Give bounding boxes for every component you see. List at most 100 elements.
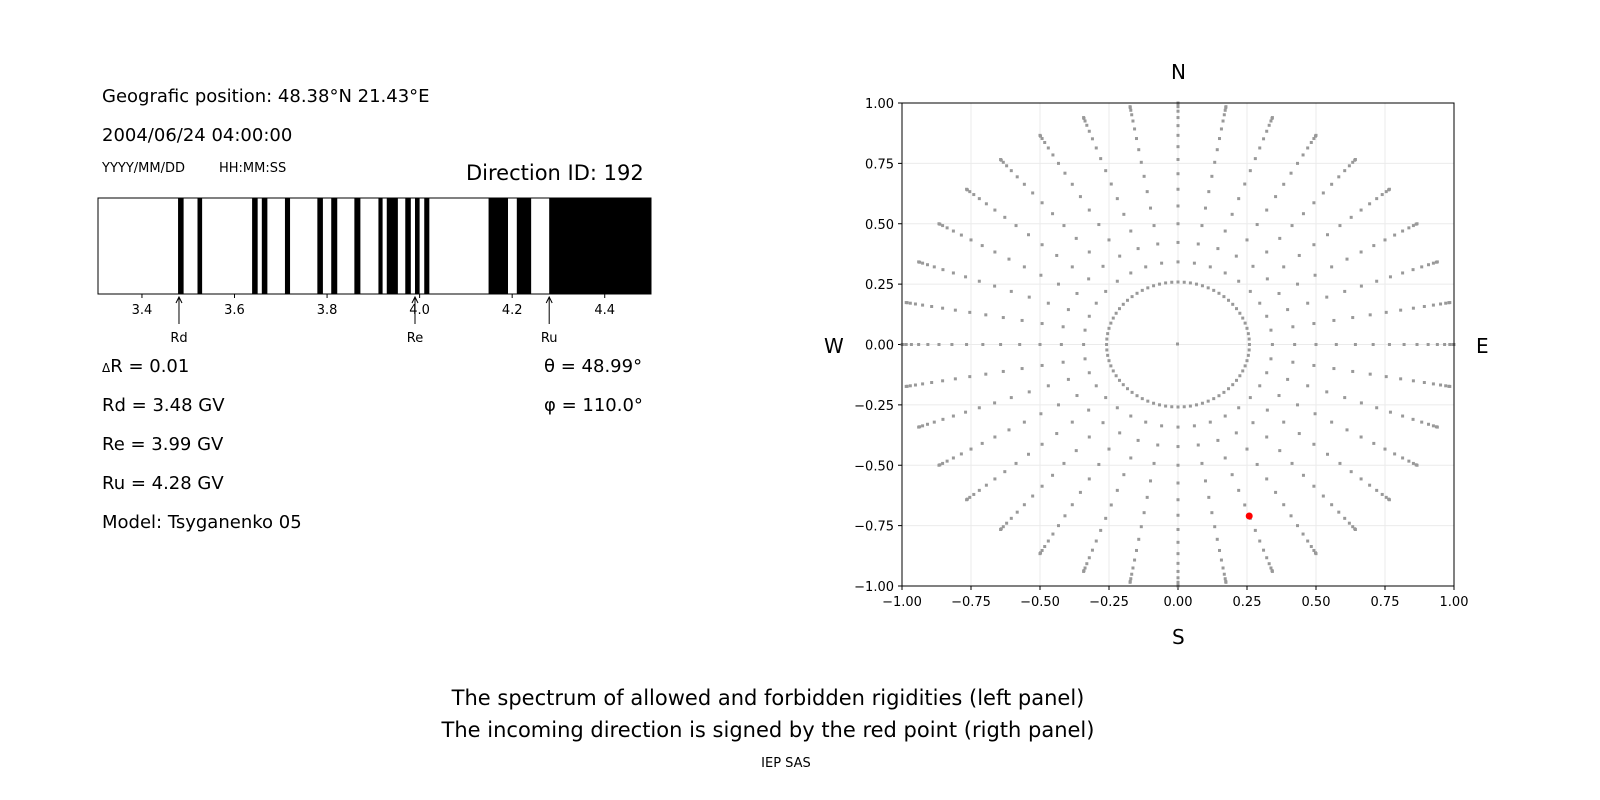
grid-point [1351,369,1355,373]
grid-point [1415,463,1419,467]
grid-point [1219,558,1223,562]
grid-point [1200,284,1204,288]
grid-point [1105,337,1109,341]
grid-point [1026,233,1030,237]
grid-point [1142,174,1146,178]
grid-point [1218,548,1222,552]
grid-point [1176,280,1180,284]
grid-point [1296,524,1300,528]
grid-point [993,477,997,481]
grid-point [1345,257,1349,261]
grid-point [1393,452,1397,456]
forbidden-band [284,198,291,294]
grid-point [977,406,981,410]
grid-point [1128,580,1132,584]
grid-point [1314,133,1318,137]
grid-point [1136,247,1140,251]
grid-point [1435,343,1439,346]
grid-point [1094,146,1098,150]
grid-point [1265,435,1269,439]
grid-point [1372,441,1376,445]
grid-point [1223,456,1227,460]
grid-point [1375,406,1379,410]
x-tick-label: 4.0 [409,303,430,318]
grid-point [930,381,934,385]
grid-point [1063,514,1067,518]
grid-point [1237,406,1241,410]
x-tick-label: 3.4 [132,303,153,318]
grid-point [1111,316,1115,320]
grid-point [1221,566,1225,570]
grid-point [1087,556,1091,560]
grid-point [1375,197,1379,201]
grid-point [1142,511,1146,515]
grid-point [1248,289,1252,293]
grid-point [1384,190,1388,194]
grid-point [1321,191,1325,195]
grid-point [1009,169,1013,173]
grid-point [1104,289,1108,293]
grid-point [1152,284,1156,288]
grid-point [1005,164,1009,168]
grid-point [1216,247,1220,251]
grid-point [984,483,988,487]
grid-point [1083,357,1087,361]
grid-point [1149,206,1153,210]
grid-point [1265,556,1269,560]
grid-point [1087,408,1091,412]
forbidden-band [424,198,430,294]
grid-point [945,459,949,463]
grid-point [1282,503,1286,507]
grid-point [1087,435,1091,439]
grid-point [1085,562,1089,566]
marker-arrowhead [545,295,553,304]
grid-point [1176,260,1180,264]
grid-point [959,233,963,237]
grid-point [921,303,925,307]
grid-point [1051,153,1055,157]
grid-point [1393,233,1397,237]
grid-point [1380,193,1384,197]
grid-point [941,306,945,310]
caption-line1: The spectrum of allowed and forbidden ri… [451,686,1085,710]
grid-point [1313,273,1317,277]
grid-point [1200,401,1204,405]
grid-point [1176,513,1180,517]
grid-point [1291,360,1295,364]
grid-point [1277,291,1281,295]
grid-point [1351,160,1355,164]
grid-point [1301,473,1305,477]
grid-point [913,383,917,387]
grid-point [1145,495,1149,499]
grid-point [1139,160,1143,164]
grid-point [1282,420,1286,424]
grid-point [1411,306,1415,310]
grid-point [1139,525,1143,529]
grid-point [909,343,913,346]
grid-point [1066,377,1070,381]
grid-point [1188,281,1192,285]
grid-point [1274,195,1278,199]
grid-point [1082,116,1086,120]
grid-point [1312,442,1316,446]
grid-point [968,310,972,314]
grid-point [1087,371,1091,375]
grid-point [984,202,988,206]
grid-point [1059,343,1063,346]
grid-point [951,271,955,275]
grid-point [1212,397,1216,401]
grid-point [1443,343,1447,346]
grid-point [1082,569,1086,573]
grid-point [1353,158,1357,162]
grid-point [1020,318,1024,322]
grid-point [925,422,929,426]
grid-point [1265,277,1269,281]
grid-point [1293,343,1297,346]
direction-id: Direction ID: 192 [466,161,644,185]
grid-point [904,343,908,346]
grid-point [1383,238,1387,242]
grid-point [1176,222,1180,226]
grid-point [1176,109,1180,113]
grid-point [1170,280,1174,284]
grid-point [930,304,934,308]
